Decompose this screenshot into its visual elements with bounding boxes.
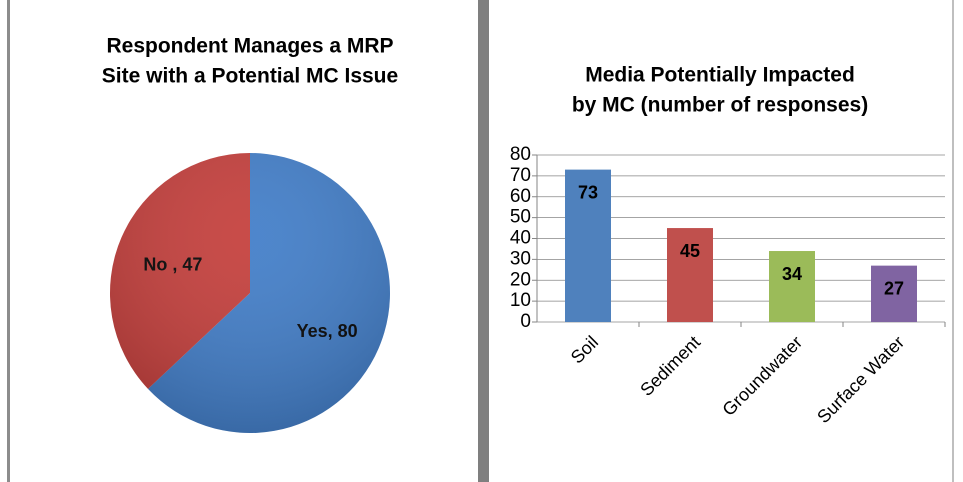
data-label: Yes, 80	[297, 321, 358, 341]
bar	[871, 265, 917, 322]
y-tick-label: 20	[510, 269, 531, 290]
bar	[565, 169, 611, 322]
panel-border	[952, 0, 954, 482]
y-tick-label: 80	[510, 144, 531, 165]
y-tick-label: 40	[510, 228, 531, 249]
chart-title: by MC (number of responses)	[572, 94, 868, 117]
y-tick-label: 10	[510, 290, 531, 311]
y-tick-label: 70	[510, 165, 531, 186]
panel-divider	[478, 0, 489, 482]
data-label: No , 47	[143, 254, 202, 274]
data-label: 45	[680, 241, 700, 261]
y-tick-label: 30	[510, 248, 531, 269]
bar	[769, 251, 815, 322]
y-tick-label: 60	[510, 186, 531, 207]
data-label: 34	[782, 264, 802, 284]
bar	[667, 228, 713, 322]
chart-title: Site with a Potential MC Issue	[102, 65, 398, 88]
y-tick-label: 50	[510, 207, 531, 228]
data-label: 27	[884, 278, 904, 298]
panel-border	[7, 0, 10, 482]
chart-title: Respondent Manages a MRP	[106, 35, 393, 58]
chart-title: Media Potentially Impacted	[585, 64, 855, 87]
data-label: 73	[578, 182, 598, 202]
y-tick-label: 0	[520, 311, 531, 332]
